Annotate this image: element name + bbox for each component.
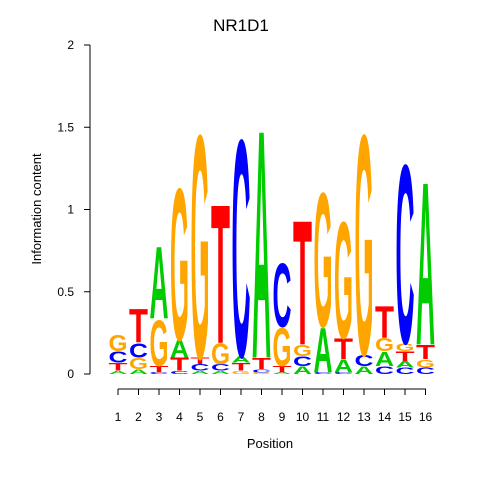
logo-letter-A-pos-2: A <box>129 368 148 375</box>
logo-letter-T-pos-6: T <box>211 164 230 386</box>
y-axis: 0 0.5 1 1.5 2 <box>57 38 91 381</box>
logo-letter-A-pos-8: A <box>252 63 271 428</box>
logo-letter-C-pos-10: C <box>293 354 312 369</box>
x-axis: 1 2 3 4 5 6 7 8 9 10 11 12 13 14 15 16 <box>115 388 433 424</box>
y-tick-label: 2 <box>67 38 74 52</box>
x-tick-label: 7 <box>238 410 245 424</box>
x-tick-label: 10 <box>296 410 310 424</box>
logo-letter-C-pos-9: C <box>273 245 292 347</box>
logo-letter-G-pos-16: G <box>416 358 435 371</box>
x-tick-label: 14 <box>378 410 392 424</box>
logo-letter-C-pos-3: C <box>150 372 169 375</box>
x-tick-label: 12 <box>337 410 351 424</box>
logo-letter-C-pos-13: C <box>355 351 374 369</box>
logo-letter-T-pos-5: T <box>191 356 210 366</box>
logo-letter-T-pos-4: T <box>170 355 190 375</box>
logo-letter-A-pos-5: A <box>191 370 211 375</box>
logo-letter-A-pos-16: A <box>416 135 435 395</box>
logo-letter-A-pos-9: A <box>273 372 292 375</box>
x-tick-label: 3 <box>156 410 163 424</box>
logo-letter-G-pos-11: G <box>314 152 333 367</box>
logo-letter-C-pos-8: C <box>252 368 272 373</box>
logo-letter-A-pos-10: A <box>293 364 312 376</box>
logo-letter-C-pos-4: C <box>170 370 190 375</box>
x-tick-label: 13 <box>357 410 371 424</box>
y-tick-label: 0 <box>67 367 74 381</box>
logo-letter-A-pos-7: A <box>232 355 251 365</box>
logo-letter-T-pos-12: T <box>334 333 353 366</box>
x-tick-label: 16 <box>419 410 433 424</box>
logo-letter-A-pos-1: A <box>109 370 129 375</box>
x-tick-label: 8 <box>258 410 265 424</box>
x-tick-label: 4 <box>176 410 183 424</box>
chart-title: NR1D1 <box>213 16 269 35</box>
logo-letter-C-pos-14: C <box>375 364 394 376</box>
logo-letter-T-pos-1: T <box>109 360 129 373</box>
logo-letter-G-pos-8: G <box>252 372 271 375</box>
logo-letter-G-pos-1: G <box>109 332 128 357</box>
logo-letter-C-pos-1: C <box>109 348 128 366</box>
logo-letter-G-pos-10: G <box>293 342 312 360</box>
logo-letter-C-pos-2: C <box>129 340 148 363</box>
logo-letter-G-pos-12: G <box>334 188 353 374</box>
y-tick-label: 1.5 <box>57 120 74 134</box>
logo-letter-C-pos-12: C <box>334 372 353 375</box>
logo-letter-T-pos-7: T <box>232 360 252 373</box>
logo-letter-A-pos-15: A <box>396 360 415 370</box>
x-tick-label: 1 <box>115 410 122 424</box>
x-tick-label: 2 <box>135 410 142 424</box>
logo-letter-A-pos-4: A <box>170 336 189 363</box>
logo-letter-T-pos-2: T <box>129 299 148 354</box>
logo-letter-C-pos-7: C <box>232 74 251 422</box>
logo-letter-T-pos-10: T <box>293 184 312 383</box>
logo-letter-C-pos-16: C <box>416 366 435 376</box>
logo-letter-T-pos-9: T <box>273 364 292 374</box>
logo-letter-A-pos-12: A <box>334 355 353 376</box>
logo-letter-T-pos-8: T <box>252 355 271 372</box>
logo-letter-C-pos-15: C <box>396 366 415 376</box>
y-tick-label: 0.5 <box>57 285 74 299</box>
x-axis-label: Position <box>247 436 293 451</box>
x-tick-label: 5 <box>197 410 204 424</box>
logo-letter-G-pos-7: G <box>232 370 251 375</box>
x-tick-label: 15 <box>398 410 412 424</box>
logo-letter-A-pos-3: A <box>150 225 169 340</box>
x-tick-label: 11 <box>317 410 330 424</box>
logo-letter-G-pos-5: G <box>191 70 210 427</box>
y-tick-label: 1 <box>67 203 74 217</box>
logo-letter-C-pos-6: C <box>211 363 230 373</box>
logo-letter-A-pos-14: A <box>375 348 394 371</box>
logo-letter-T-pos-15: T <box>396 349 415 364</box>
logo-letter-G-pos-9: G <box>273 317 292 378</box>
logo-letter-G-pos-4: G <box>170 143 189 386</box>
logo-letter-A-pos-6: A <box>211 370 231 375</box>
logo-letter-C-pos-15: C <box>396 111 415 398</box>
logo-letter-G-pos-15: G <box>396 341 415 354</box>
logo-letter-G-pos-3: G <box>150 306 169 380</box>
logo-letter-T-pos-16: T <box>416 340 435 363</box>
logo-letter-G-pos-6: G <box>211 337 230 371</box>
logo-letter-T-pos-3: T <box>150 364 169 374</box>
y-axis-label: Information content <box>29 153 44 265</box>
logo-letter-C-pos-5: C <box>191 363 210 373</box>
logo-letter-A-pos-13: A <box>355 364 374 376</box>
x-tick-label: 9 <box>279 410 286 424</box>
logo-letter-G-pos-14: G <box>375 334 394 355</box>
x-tick-label: 6 <box>217 410 224 424</box>
logo-letter-T-pos-14: T <box>375 298 394 348</box>
logo-letter-G-pos-13: G <box>355 71 374 422</box>
logo-letter-C-pos-11: C <box>314 372 333 375</box>
logo-letter-G-pos-2: G <box>129 355 148 373</box>
logo-letter-A-pos-11: A <box>314 316 333 387</box>
